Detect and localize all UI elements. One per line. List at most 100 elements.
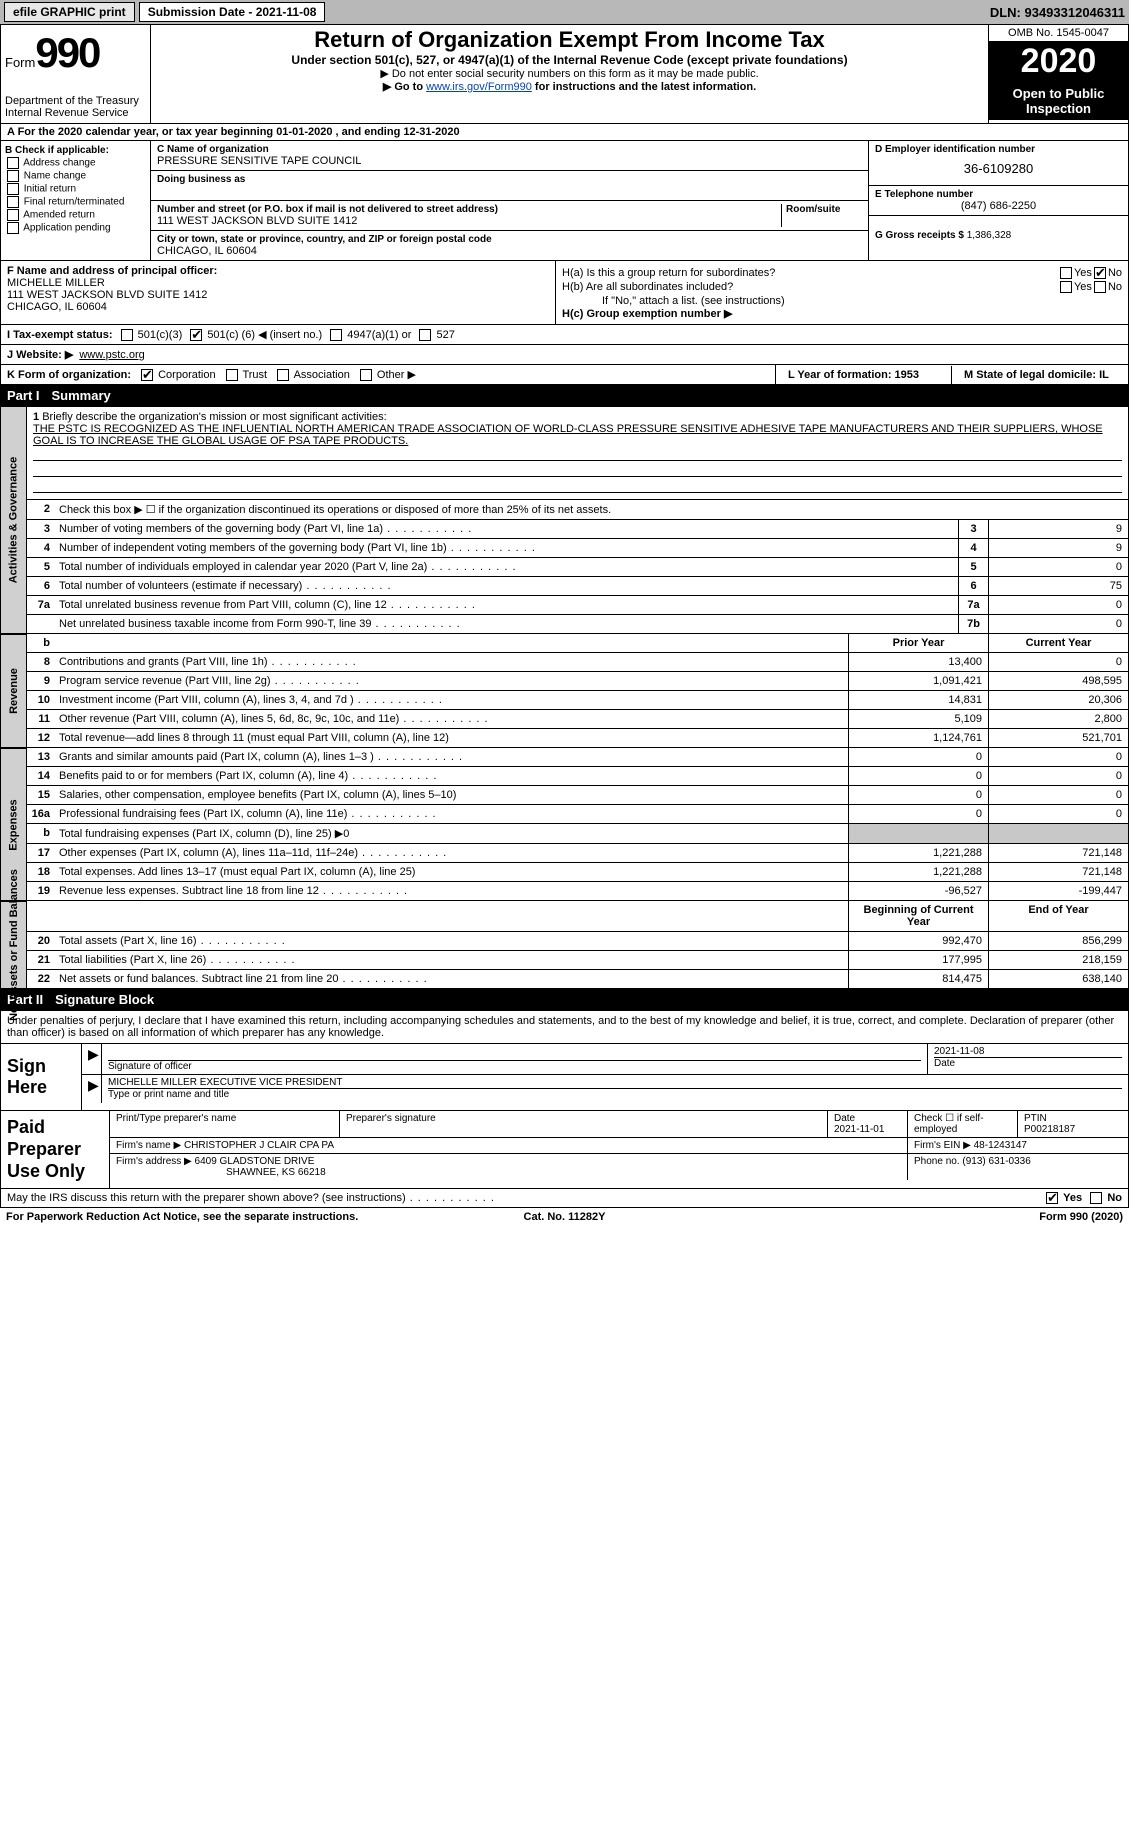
year-formation: L Year of formation: 1953	[782, 366, 952, 384]
section-b-c-d: B Check if applicable: Address change Na…	[0, 141, 1129, 261]
ptin: P00218187	[1024, 1124, 1075, 1135]
column-h: H(a) Is this a group return for subordin…	[556, 261, 1128, 324]
line-7a: Total unrelated business revenue from Pa…	[53, 596, 958, 614]
hb-label: H(b) Are all subordinates included?	[562, 281, 1058, 293]
org-name: PRESSURE SENSITIVE TAPE COUNCIL	[157, 155, 862, 167]
line-17: Other expenses (Part IX, column (A), lin…	[53, 844, 848, 862]
line-10: Investment income (Part VIII, column (A)…	[53, 691, 848, 709]
dba-label: Doing business as	[157, 174, 862, 185]
hc-label: H(c) Group exemption number ▶	[562, 307, 1122, 320]
cb-527[interactable]: 527	[417, 329, 454, 341]
column-c: C Name of organization PRESSURE SENSITIV…	[151, 141, 868, 260]
firm-addr1: 6409 GLADSTONE DRIVE	[195, 1156, 315, 1167]
name-title-label: Type or print name and title	[108, 1088, 1122, 1100]
line-i: I Tax-exempt status: 501(c)(3) 501(c) (6…	[0, 325, 1129, 345]
hb-no[interactable]: No	[1092, 281, 1122, 293]
hb-note: If "No," attach a list. (see instruction…	[562, 295, 1122, 307]
officer-addr2: CHICAGO, IL 60604	[7, 301, 107, 313]
goto-prefix: ▶ Go to	[383, 81, 426, 93]
cb-trust[interactable]: Trust	[224, 369, 268, 381]
current-year-hdr: Current Year	[988, 634, 1128, 652]
phone-label: E Telephone number	[875, 189, 1122, 200]
cb-amended-return[interactable]: Amended return	[5, 209, 146, 221]
eoy-hdr: End of Year	[988, 901, 1128, 931]
cb-4947[interactable]: 4947(a)(1) or	[328, 329, 411, 341]
line-3-val: 9	[988, 520, 1128, 538]
prep-date-label: Date	[834, 1113, 855, 1124]
cb-name-change[interactable]: Name change	[5, 170, 146, 182]
firm-name-label: Firm's name ▶	[116, 1140, 181, 1151]
cb-other[interactable]: Other ▶	[358, 368, 416, 381]
column-b: B Check if applicable: Address change Na…	[1, 141, 151, 260]
irs-discuss-question: May the IRS discuss this return with the…	[7, 1192, 1044, 1204]
firm-phone: (913) 631-0336	[962, 1156, 1030, 1167]
phone: (847) 686-2250	[875, 200, 1122, 212]
mission-text: THE PSTC IS RECOGNIZED AS THE INFLUENTIA…	[33, 423, 1103, 447]
cb-final-return[interactable]: Final return/terminated	[5, 196, 146, 208]
state-domicile: M State of legal domicile: IL	[958, 366, 1128, 384]
firm-addr2: SHAWNEE, KS 66218	[116, 1167, 326, 1178]
ein-label: D Employer identification number	[875, 144, 1122, 155]
cb-address-change[interactable]: Address change	[5, 157, 146, 169]
line-7b: Net unrelated business taxable income fr…	[53, 615, 958, 633]
line-5: Total number of individuals employed in …	[53, 558, 958, 576]
org-name-label: C Name of organization	[157, 144, 862, 155]
preparer-name-label: Print/Type preparer's name	[110, 1111, 340, 1137]
line-14: Benefits paid to or for members (Part IX…	[53, 767, 848, 785]
line-22: Net assets or fund balances. Subtract li…	[53, 970, 848, 988]
cb-501c[interactable]: 501(c) (6) ◀ (insert no.)	[188, 328, 322, 341]
line-5-val: 0	[988, 558, 1128, 576]
line-j: J Website: ▶ www.pstc.org	[0, 345, 1129, 365]
officer-label: F Name and address of principal officer:	[7, 265, 217, 277]
perjury-statement: Under penalties of perjury, I declare th…	[1, 1011, 1128, 1044]
cb-application-pending[interactable]: Application pending	[5, 222, 146, 234]
cb-initial-return[interactable]: Initial return	[5, 183, 146, 195]
line-15: Salaries, other compensation, employee b…	[53, 786, 848, 804]
bcy-hdr: Beginning of Current Year	[848, 901, 988, 931]
section-f-h: F Name and address of principal officer:…	[0, 261, 1129, 325]
line-12: Total revenue—add lines 8 through 11 (mu…	[53, 729, 848, 747]
submission-date: Submission Date - 2021-11-08	[139, 2, 326, 22]
ha-yes[interactable]: Yes	[1058, 267, 1092, 279]
efile-button[interactable]: efile GRAPHIC print	[4, 2, 135, 22]
line-6: Total number of volunteers (estimate if …	[53, 577, 958, 595]
footer-line: For Paperwork Reduction Act Notice, see …	[0, 1208, 1129, 1226]
line-16b: Total fundraising expenses (Part IX, col…	[53, 824, 848, 843]
firm-ein: 48-1243147	[974, 1140, 1027, 1151]
i-label: I Tax-exempt status:	[7, 329, 113, 341]
goto-suffix: for instructions and the latest informat…	[532, 81, 756, 93]
self-employed-cb[interactable]: Check ☐ if self-employed	[908, 1111, 1018, 1137]
dln: DLN: 93493312046311	[990, 5, 1125, 20]
form-header: Form990 Department of the Treasury Inter…	[0, 24, 1129, 124]
form-word: Form	[5, 55, 35, 70]
line-21: Total liabilities (Part X, line 26)	[53, 951, 848, 969]
line-16a: Professional fundraising fees (Part IX, …	[53, 805, 848, 823]
line-7b-val: 0	[988, 615, 1128, 633]
cat-no: Cat. No. 11282Y	[378, 1211, 750, 1223]
omb-number: OMB No. 1545-0047	[989, 25, 1128, 42]
line-11: Other revenue (Part VIII, column (A), li…	[53, 710, 848, 728]
cb-association[interactable]: Association	[275, 369, 350, 381]
ein: 36-6109280	[875, 155, 1122, 182]
hb-yes[interactable]: Yes	[1058, 281, 1092, 293]
website-link[interactable]: www.pstc.org	[79, 349, 144, 361]
line-4-val: 9	[988, 539, 1128, 557]
cb-corporation[interactable]: Corporation	[139, 369, 216, 381]
line-7a-val: 0	[988, 596, 1128, 614]
officer-name: MICHELLE MILLER	[7, 277, 105, 289]
b-title: B Check if applicable:	[5, 145, 109, 156]
form-subtitle-3: ▶ Go to www.irs.gov/Form990 for instruct…	[157, 80, 982, 93]
cb-501c3[interactable]: 501(c)(3)	[119, 329, 183, 341]
arrow-icon: ▶	[88, 1077, 99, 1093]
officer-signature-line[interactable]: Signature of officer	[108, 1060, 921, 1072]
paid-preparer-label: Paid Preparer Use Only	[1, 1111, 109, 1188]
gross-label: G Gross receipts $	[875, 230, 964, 241]
irs-no[interactable]: No	[1088, 1192, 1122, 1204]
vtab-revenue: Revenue	[8, 668, 20, 714]
irs-yes[interactable]: Yes	[1044, 1192, 1082, 1204]
irs-link[interactable]: www.irs.gov/Form990	[426, 81, 532, 93]
prep-date: 2021-11-01	[834, 1124, 884, 1135]
ha-no[interactable]: No	[1092, 267, 1122, 279]
dept-treasury: Department of the Treasury Internal Reve…	[5, 95, 146, 119]
line-13: Grants and similar amounts paid (Part IX…	[53, 748, 848, 766]
